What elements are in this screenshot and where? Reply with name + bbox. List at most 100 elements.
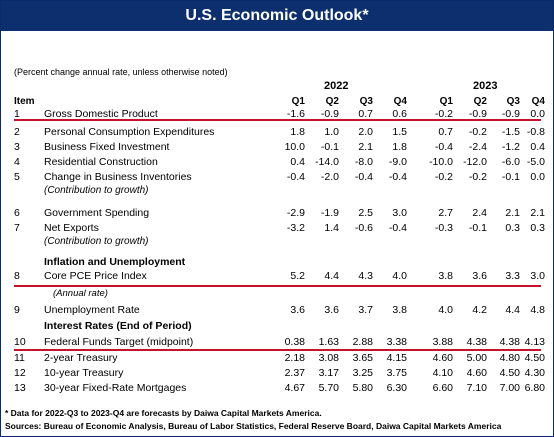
table-cell: -5.0	[526, 156, 545, 168]
row-label: 30-year Fixed-Rate Mortgages	[44, 382, 187, 394]
row-label: Gross Domestic Product	[44, 108, 158, 120]
table-cell: 2.4	[472, 207, 487, 219]
table-row: 1 Gross Domestic Product -1.6 -0.9 0.7 0.6 -0.…	[1, 108, 553, 122]
table-row: 2 Personal Consumption Expenditures 1.8 1.0…	[1, 126, 553, 140]
table-cell: 3.8	[438, 270, 453, 282]
table-cell: -0.1	[468, 222, 487, 234]
table-cell: 3.6	[290, 304, 305, 316]
table-cell: 3.88	[432, 336, 453, 348]
table-cell: -0.9	[468, 108, 487, 120]
row-label: Net Exports	[44, 222, 99, 234]
row-number: 13	[14, 382, 26, 394]
table-row: 8 Core PCE Price Index 5.2 4.4 4.3 4.0 3.8 3.6 3…	[1, 270, 553, 284]
table-cell: 10.0	[284, 141, 305, 153]
table-cell: 4.13	[524, 336, 545, 348]
highlight-rule-gdp	[14, 119, 541, 121]
table-cell: -0.8	[526, 126, 545, 138]
table-cell: 0.38	[284, 336, 305, 348]
table-cell: 2.88	[352, 336, 373, 348]
table-cell: 4.50	[499, 367, 520, 379]
table-row: 9 Unemployment Rate 3.6 3.6 3.7 3.8 4.0 4.2 4.4 4…	[1, 304, 553, 318]
table-cell: 2.5	[358, 207, 373, 219]
section-inflation-unemployment: Inflation and Unemployment	[44, 256, 186, 268]
table-cell: -0.1	[320, 141, 339, 153]
table-cell: 3.0	[392, 207, 407, 219]
table-cell: -0.4	[354, 171, 373, 183]
table-cell: 3.7	[358, 304, 373, 316]
table-row: 12 10-year Treasury 2.37 3.17 3.25 3.75 4.10 4.…	[1, 367, 553, 381]
table-cell: 0.3	[530, 222, 545, 234]
table-cell: -0.2	[468, 171, 487, 183]
table-cell: 4.8	[530, 304, 545, 316]
table-cell: 1.0	[324, 126, 339, 138]
page-title: U.S. Economic Outlook*	[1, 1, 553, 31]
table-cell: 0.6	[392, 108, 407, 120]
table-cell: 3.3	[505, 270, 520, 282]
row-number: 1	[14, 108, 20, 120]
table-cell: -14.0	[315, 156, 339, 168]
row-label: Core PCE Price Index	[44, 270, 147, 282]
table-row: 3 Business Fixed Investment 10.0 -0.1 2.1 1.8…	[1, 141, 553, 155]
table-cell: 2.0	[358, 126, 373, 138]
table-row: 4 Residential Construction 0.4 -14.0 -8.0 -9.…	[1, 156, 553, 170]
table-cell: -0.9	[501, 108, 520, 120]
table-cell: 4.67	[284, 382, 305, 394]
table-cell: -2.0	[320, 171, 339, 183]
table-cell: -0.4	[388, 171, 407, 183]
table-cell: 4.38	[499, 336, 520, 348]
table-cell: -10.0	[429, 156, 453, 168]
table-cell: 3.8	[392, 304, 407, 316]
table-cell: -0.2	[434, 108, 453, 120]
row-number: 10	[14, 336, 26, 348]
table-cell: 4.80	[499, 352, 520, 364]
table-cell: -1.2	[501, 141, 520, 153]
table-cell: 3.08	[318, 352, 339, 364]
row-label: Residential Construction	[44, 156, 158, 168]
table-cell: 2.1	[505, 207, 520, 219]
table-cell: 3.6	[324, 304, 339, 316]
table-cell: 2.18	[284, 352, 305, 364]
table-cell: 4.0	[392, 270, 407, 282]
table-cell: 5.2	[290, 270, 305, 282]
table-cell: -0.2	[468, 126, 487, 138]
table-row: 11 2-year Treasury 2.18 3.08 3.65 4.15 4.60 5.0…	[1, 352, 553, 366]
table-cell: 6.80	[524, 382, 545, 394]
row-label: 10-year Treasury	[44, 367, 124, 379]
quarter-header: Q3	[359, 96, 373, 107]
row-label: Federal Funds Target (midpoint)	[44, 336, 194, 348]
table-cell: 3.25	[352, 367, 373, 379]
table-cell: -8.0	[354, 156, 373, 168]
table-cell: -3.2	[286, 222, 305, 234]
row-number: 12	[14, 367, 26, 379]
table-cell: 0.4	[530, 141, 545, 153]
row-number: 2	[14, 126, 20, 138]
table-row: 7 Net Exports (Contribution to growth) -3.2…	[1, 222, 553, 247]
table-cell: 0.0	[530, 171, 545, 183]
highlight-rule-core-pce	[14, 285, 541, 287]
table-cell: 0.4	[290, 156, 305, 168]
table-cell: -0.4	[286, 171, 305, 183]
table-cell: 4.10	[432, 367, 453, 379]
table-cell: 4.4	[324, 270, 339, 282]
table-cell: 7.00	[499, 382, 520, 394]
row-number: 4	[14, 156, 20, 168]
table-cell: 2.37	[284, 367, 305, 379]
table-cell: -6.0	[501, 156, 520, 168]
quarter-header: Q4	[393, 96, 407, 107]
table-cell: 7.10	[466, 382, 487, 394]
row-number: 11	[14, 352, 25, 364]
table-cell: 0.3	[505, 222, 520, 234]
table-cell: -1.6	[286, 108, 305, 120]
table-cell: 5.80	[352, 382, 373, 394]
table-cell: 5.70	[318, 382, 339, 394]
table-cell: 4.50	[524, 352, 545, 364]
table-cell: 0.7	[358, 108, 373, 120]
row-label: Change in Business Inventories	[44, 171, 192, 183]
row-label: Personal Consumption Expenditures	[44, 126, 215, 138]
row-label: Government Spending	[44, 207, 150, 219]
table-cell: 1.8	[290, 126, 305, 138]
table-cell: 4.2	[472, 304, 487, 316]
table-row: 13 30-year Fixed-Rate Mortgages 4.67 5.70 5.…	[1, 382, 553, 396]
table-row: 6 Government Spending -2.9 -1.9 2.5 3.0 2.7 2.4…	[1, 207, 553, 221]
row-number: 3	[14, 141, 20, 153]
